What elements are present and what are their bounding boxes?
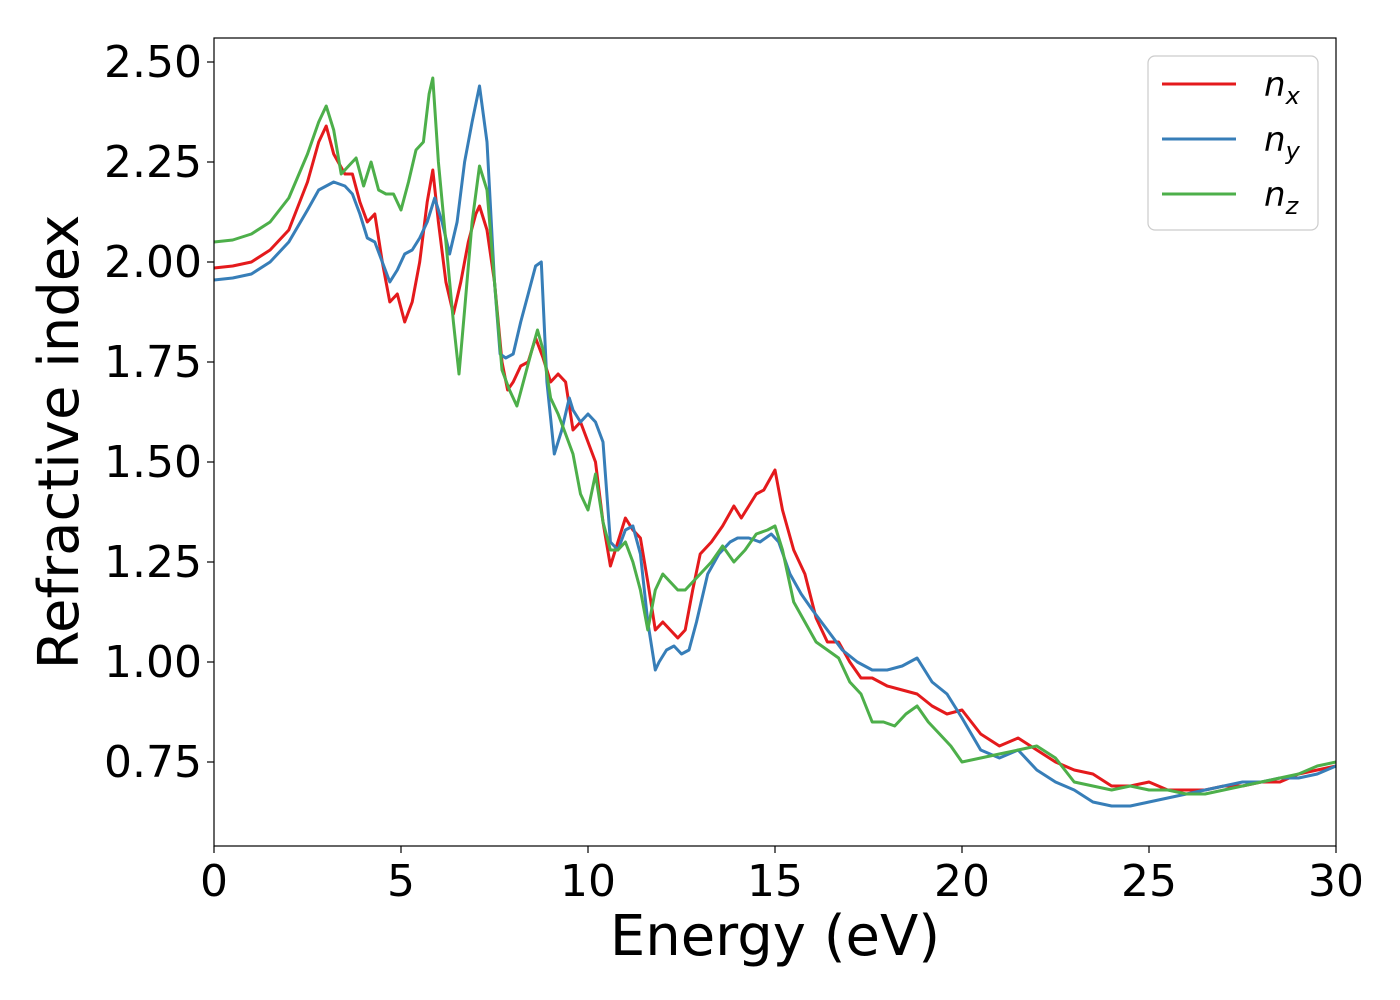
- legend-label-nx: nx: [1264, 65, 1301, 110]
- y-tick-label: 1.00: [104, 637, 202, 688]
- x-axis-label: Energy (eV): [610, 904, 940, 969]
- x-tick-label: 5: [387, 856, 415, 907]
- legend: nx ny nz: [1147, 55, 1319, 231]
- x-tick-label: 10: [560, 856, 616, 907]
- y-axis-ticks: 0.75 1.00 1.25 1.50 1.75 2.00 2.25 2.50: [104, 37, 214, 788]
- series-line-nx: [213, 124, 1337, 792]
- y-tick-label: 1.50: [104, 437, 202, 488]
- y-tick-label: 1.75: [104, 337, 202, 388]
- x-tick-label: 25: [1121, 856, 1177, 907]
- y-tick-label: 0.75: [104, 737, 202, 788]
- y-tick-label: 2.00: [104, 237, 202, 288]
- legend-box: [1147, 55, 1319, 231]
- y-tick-label: 1.25: [104, 537, 202, 588]
- x-tick-label: 20: [934, 856, 990, 907]
- y-tick-label: 2.25: [104, 137, 202, 188]
- series-line-nz: [213, 76, 1337, 796]
- x-tick-label: 30: [1308, 856, 1364, 907]
- series-line-ny: [213, 84, 1337, 808]
- x-tick-label: 0: [200, 856, 228, 907]
- legend-label-ny: ny: [1264, 120, 1301, 165]
- x-axis-ticks: 0 5 10 15 20 25 30: [200, 846, 1364, 907]
- legend-label-nz: nz: [1264, 175, 1300, 220]
- x-tick-label: 15: [747, 856, 803, 907]
- y-axis-label: Refractive index: [27, 215, 92, 670]
- series-lines: [213, 76, 1337, 808]
- y-tick-label: 2.50: [104, 37, 202, 88]
